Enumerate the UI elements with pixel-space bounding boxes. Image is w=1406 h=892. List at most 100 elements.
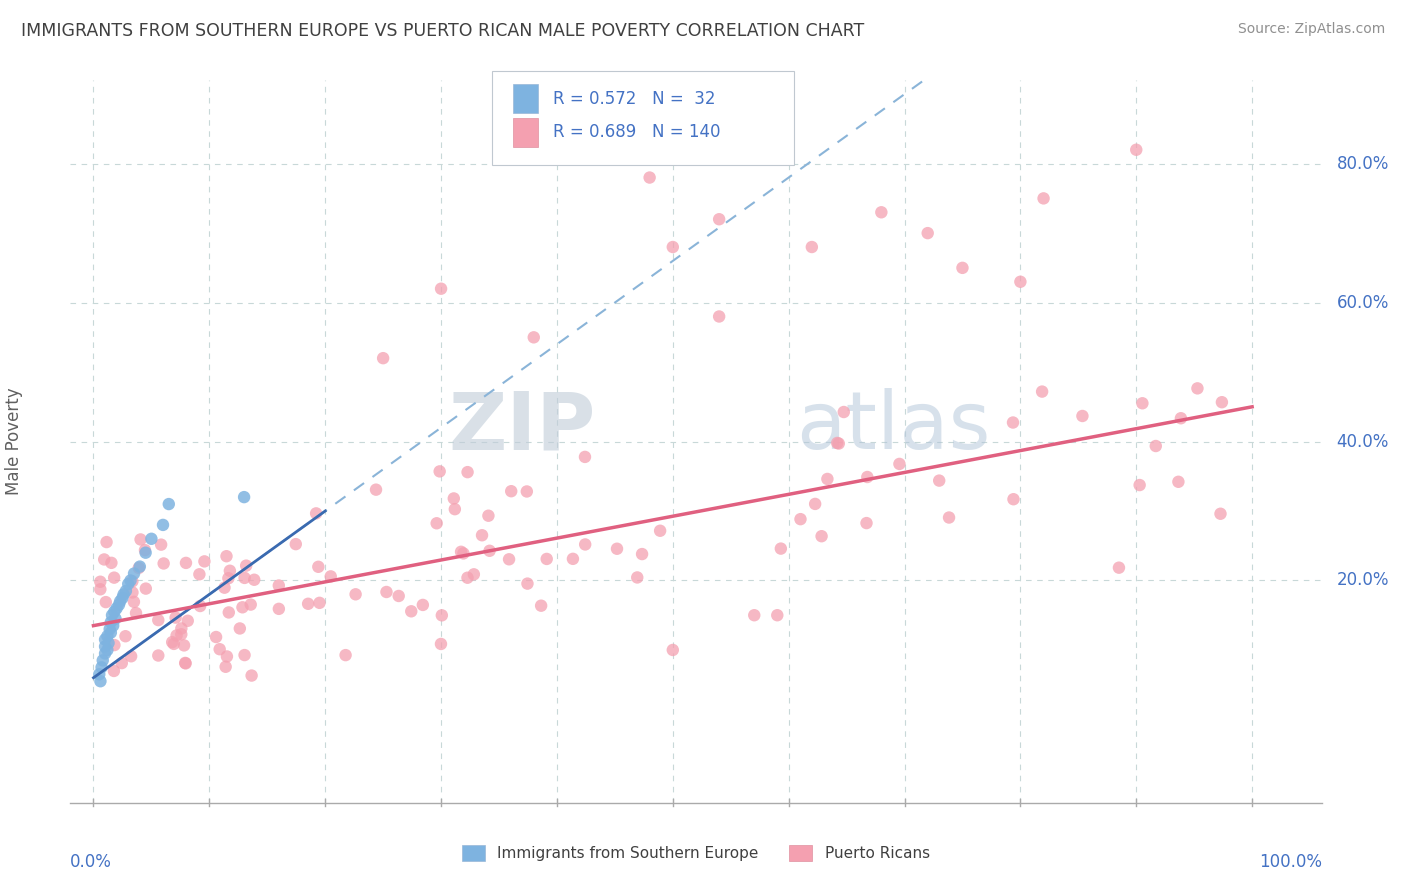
Point <box>870 205 893 219</box>
Point <box>471 528 494 542</box>
Point <box>239 598 262 612</box>
Point <box>91 653 114 667</box>
Text: 60.0%: 60.0% <box>1337 293 1389 311</box>
Point <box>188 599 211 613</box>
Point <box>128 559 150 574</box>
Point <box>166 628 188 642</box>
Point <box>1129 478 1152 492</box>
Point <box>103 571 125 585</box>
Point <box>128 561 150 575</box>
Point <box>523 330 546 344</box>
Point <box>89 574 111 589</box>
Point <box>98 622 121 636</box>
Point <box>1144 439 1167 453</box>
Point <box>218 564 240 578</box>
Point <box>233 571 256 585</box>
Point <box>284 537 307 551</box>
Point <box>453 546 475 560</box>
Text: 80.0%: 80.0% <box>1337 154 1389 173</box>
Point <box>117 577 139 591</box>
Point <box>150 538 173 552</box>
Text: atlas: atlas <box>796 388 990 467</box>
Point <box>1125 143 1147 157</box>
Point <box>388 589 411 603</box>
Point <box>243 573 266 587</box>
Point <box>1071 409 1094 423</box>
Point <box>111 656 134 670</box>
Point <box>240 668 263 682</box>
Point <box>498 552 520 566</box>
Point <box>856 470 879 484</box>
Point <box>828 436 851 450</box>
Point <box>114 629 136 643</box>
Point <box>477 508 499 523</box>
Point <box>105 601 128 615</box>
Point <box>1001 416 1024 430</box>
Point <box>193 554 215 568</box>
Point <box>297 597 319 611</box>
Point <box>188 567 211 582</box>
Point <box>530 599 553 613</box>
Point <box>112 587 135 601</box>
Point <box>430 608 453 623</box>
Point <box>662 240 685 254</box>
Point <box>152 517 174 532</box>
Point <box>94 647 117 661</box>
Point <box>141 532 163 546</box>
Point <box>917 226 939 240</box>
Text: ZIP: ZIP <box>449 388 596 467</box>
Point <box>121 574 143 589</box>
Point <box>108 598 131 612</box>
Point <box>170 627 193 641</box>
Point <box>430 637 453 651</box>
Point <box>478 543 501 558</box>
Point <box>1010 275 1032 289</box>
Point <box>170 622 193 636</box>
Point <box>457 465 479 479</box>
Point <box>444 502 467 516</box>
Point <box>430 282 453 296</box>
Point <box>1209 507 1232 521</box>
Point <box>574 450 596 464</box>
Point <box>120 649 142 664</box>
Point <box>561 551 583 566</box>
Point <box>707 310 730 324</box>
Point <box>516 484 538 499</box>
Point <box>1031 384 1053 399</box>
Point <box>855 516 877 530</box>
Point <box>233 490 256 504</box>
Point <box>233 648 256 662</box>
Point <box>267 602 290 616</box>
Point <box>344 587 367 601</box>
Text: 0.0%: 0.0% <box>70 854 112 871</box>
Text: Source: ZipAtlas.com: Source: ZipAtlas.com <box>1237 22 1385 37</box>
Point <box>1187 381 1209 395</box>
Point <box>952 260 974 275</box>
Point <box>103 664 125 678</box>
Point <box>101 618 124 632</box>
Point <box>100 625 122 640</box>
Point <box>364 483 387 497</box>
Point <box>163 637 186 651</box>
Point <box>456 571 478 585</box>
Point <box>307 559 329 574</box>
Point <box>429 464 451 478</box>
Point <box>401 604 423 618</box>
Point <box>335 648 357 662</box>
Point <box>122 595 145 609</box>
Point <box>825 436 848 450</box>
Text: Male Poverty: Male Poverty <box>6 388 22 495</box>
Point <box>174 656 197 670</box>
Point <box>173 639 195 653</box>
Point <box>800 240 823 254</box>
Point <box>94 632 117 647</box>
Point <box>1032 191 1054 205</box>
Point <box>94 595 117 609</box>
Point <box>97 636 120 650</box>
Point <box>174 556 197 570</box>
Point <box>108 594 131 608</box>
Text: R = 0.689   N = 140: R = 0.689 N = 140 <box>553 123 720 142</box>
Point <box>94 640 117 654</box>
Point <box>208 642 231 657</box>
Point <box>1108 560 1130 574</box>
